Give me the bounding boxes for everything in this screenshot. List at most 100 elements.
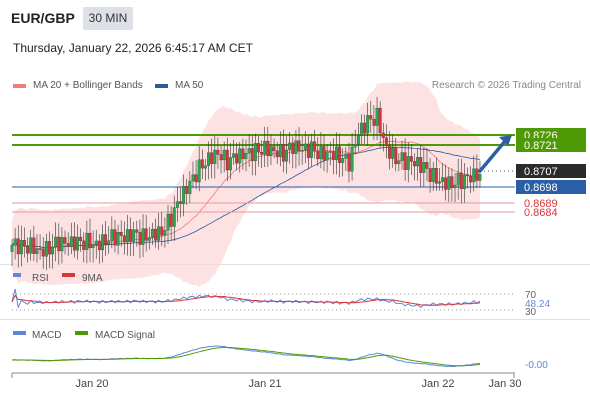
candle-body <box>66 243 70 247</box>
macd-signal-swatch <box>75 331 88 335</box>
candle-body <box>35 248 39 254</box>
candle-body <box>110 229 114 241</box>
candle-body <box>82 240 86 250</box>
candle-body <box>328 151 332 153</box>
candle-body <box>54 236 58 248</box>
candle-body <box>197 159 201 183</box>
candle-body <box>322 146 326 161</box>
candle-body <box>51 246 55 255</box>
candle-body <box>135 229 139 233</box>
candle-body <box>359 122 363 136</box>
candle-body <box>313 141 317 152</box>
candle-body <box>144 228 148 241</box>
candle-body <box>23 240 26 247</box>
candle-body <box>431 168 435 182</box>
rsi-line <box>11 288 481 309</box>
macd-value-label: -0.00 <box>525 360 548 371</box>
candle-body <box>406 156 410 170</box>
candle-body <box>16 238 20 255</box>
candle-body <box>300 150 304 152</box>
candle-body <box>138 232 142 245</box>
rsi-70-label: 70 <box>525 290 537 301</box>
candle-body <box>225 149 229 171</box>
level-0-8698-tag <box>516 180 586 194</box>
candle-body <box>241 148 245 160</box>
candle-body <box>172 207 176 227</box>
candle-body <box>185 186 189 194</box>
candle-body <box>388 145 391 159</box>
macd-signal-label: MACD Signal <box>95 330 155 341</box>
candle-body <box>303 143 307 151</box>
candle-body <box>288 142 292 151</box>
candle-body <box>294 140 298 154</box>
candle-body <box>116 231 120 246</box>
candle-body <box>41 248 45 257</box>
candle-body <box>341 158 345 163</box>
candle-body <box>232 153 235 158</box>
candle-body <box>397 160 401 165</box>
candle-body <box>478 174 482 181</box>
candle-body <box>366 115 370 134</box>
level-0-8707-label: 0.8707 <box>524 166 558 178</box>
candle-body <box>269 146 273 157</box>
candle-body <box>91 244 95 249</box>
bollinger-band <box>12 81 480 287</box>
candle-body <box>191 174 195 182</box>
rsi-ma-line <box>11 294 481 306</box>
candle-body <box>228 157 232 171</box>
candle-body <box>60 237 64 252</box>
chart-header: EUR/GBP 30 MIN <box>0 0 590 36</box>
bollinger-fill <box>12 81 480 287</box>
candle-body <box>316 151 320 160</box>
candle-body <box>260 151 264 155</box>
candle-body <box>235 153 239 164</box>
candle-body <box>459 172 463 190</box>
legend-ma20: MA 20 + Bollinger Bands <box>13 80 143 91</box>
projection-arrow-head <box>499 135 512 146</box>
candle-body <box>250 148 254 162</box>
level-0-8721-label: 0.8721 <box>524 140 558 152</box>
candle-body <box>257 143 260 153</box>
projection-arrow-shaft <box>478 138 508 173</box>
candle-body <box>319 146 323 160</box>
candle-body <box>94 240 98 245</box>
ma20-swatch <box>13 83 26 88</box>
candle-body <box>437 181 441 184</box>
candle-body <box>403 152 407 170</box>
candle-body <box>222 149 226 161</box>
macd-swatch <box>13 331 26 335</box>
candle-body <box>253 143 257 162</box>
candle-body <box>29 237 33 254</box>
candle-body <box>141 228 145 245</box>
candle-body <box>150 228 154 238</box>
candle-body <box>200 159 204 169</box>
macd-signal-line <box>11 346 481 367</box>
timeframe-badge[interactable]: 30 MIN <box>83 7 133 30</box>
symbol-title: EUR/GBP <box>11 10 75 26</box>
candle-body <box>63 237 67 244</box>
candle-body <box>416 157 420 167</box>
candle-body <box>310 141 313 158</box>
candle-body <box>10 245 14 252</box>
candle-body <box>419 157 423 173</box>
candle-body <box>344 153 348 159</box>
candle-body <box>210 152 214 164</box>
candle-body <box>378 107 382 134</box>
level-0-8689-label: 0.8689 <box>524 198 558 210</box>
candle-body <box>409 156 413 162</box>
rsi-ma-label: 9MA <box>82 273 103 284</box>
candle-body <box>375 107 379 126</box>
candle-body <box>472 168 476 183</box>
x-axis: Jan 20 Jan 21 Jan 22 Jan 30 <box>11 372 522 390</box>
panel-divider-2 <box>0 319 590 320</box>
candle-body <box>203 165 207 169</box>
candle-body <box>97 240 101 251</box>
level-0-8698-label: 0.8698 <box>524 182 558 194</box>
candle-body <box>422 162 426 173</box>
candle-body <box>47 241 51 255</box>
candle-body <box>213 149 217 164</box>
candle-body <box>247 148 251 154</box>
candle-body <box>281 143 285 162</box>
candle-body <box>13 238 17 246</box>
